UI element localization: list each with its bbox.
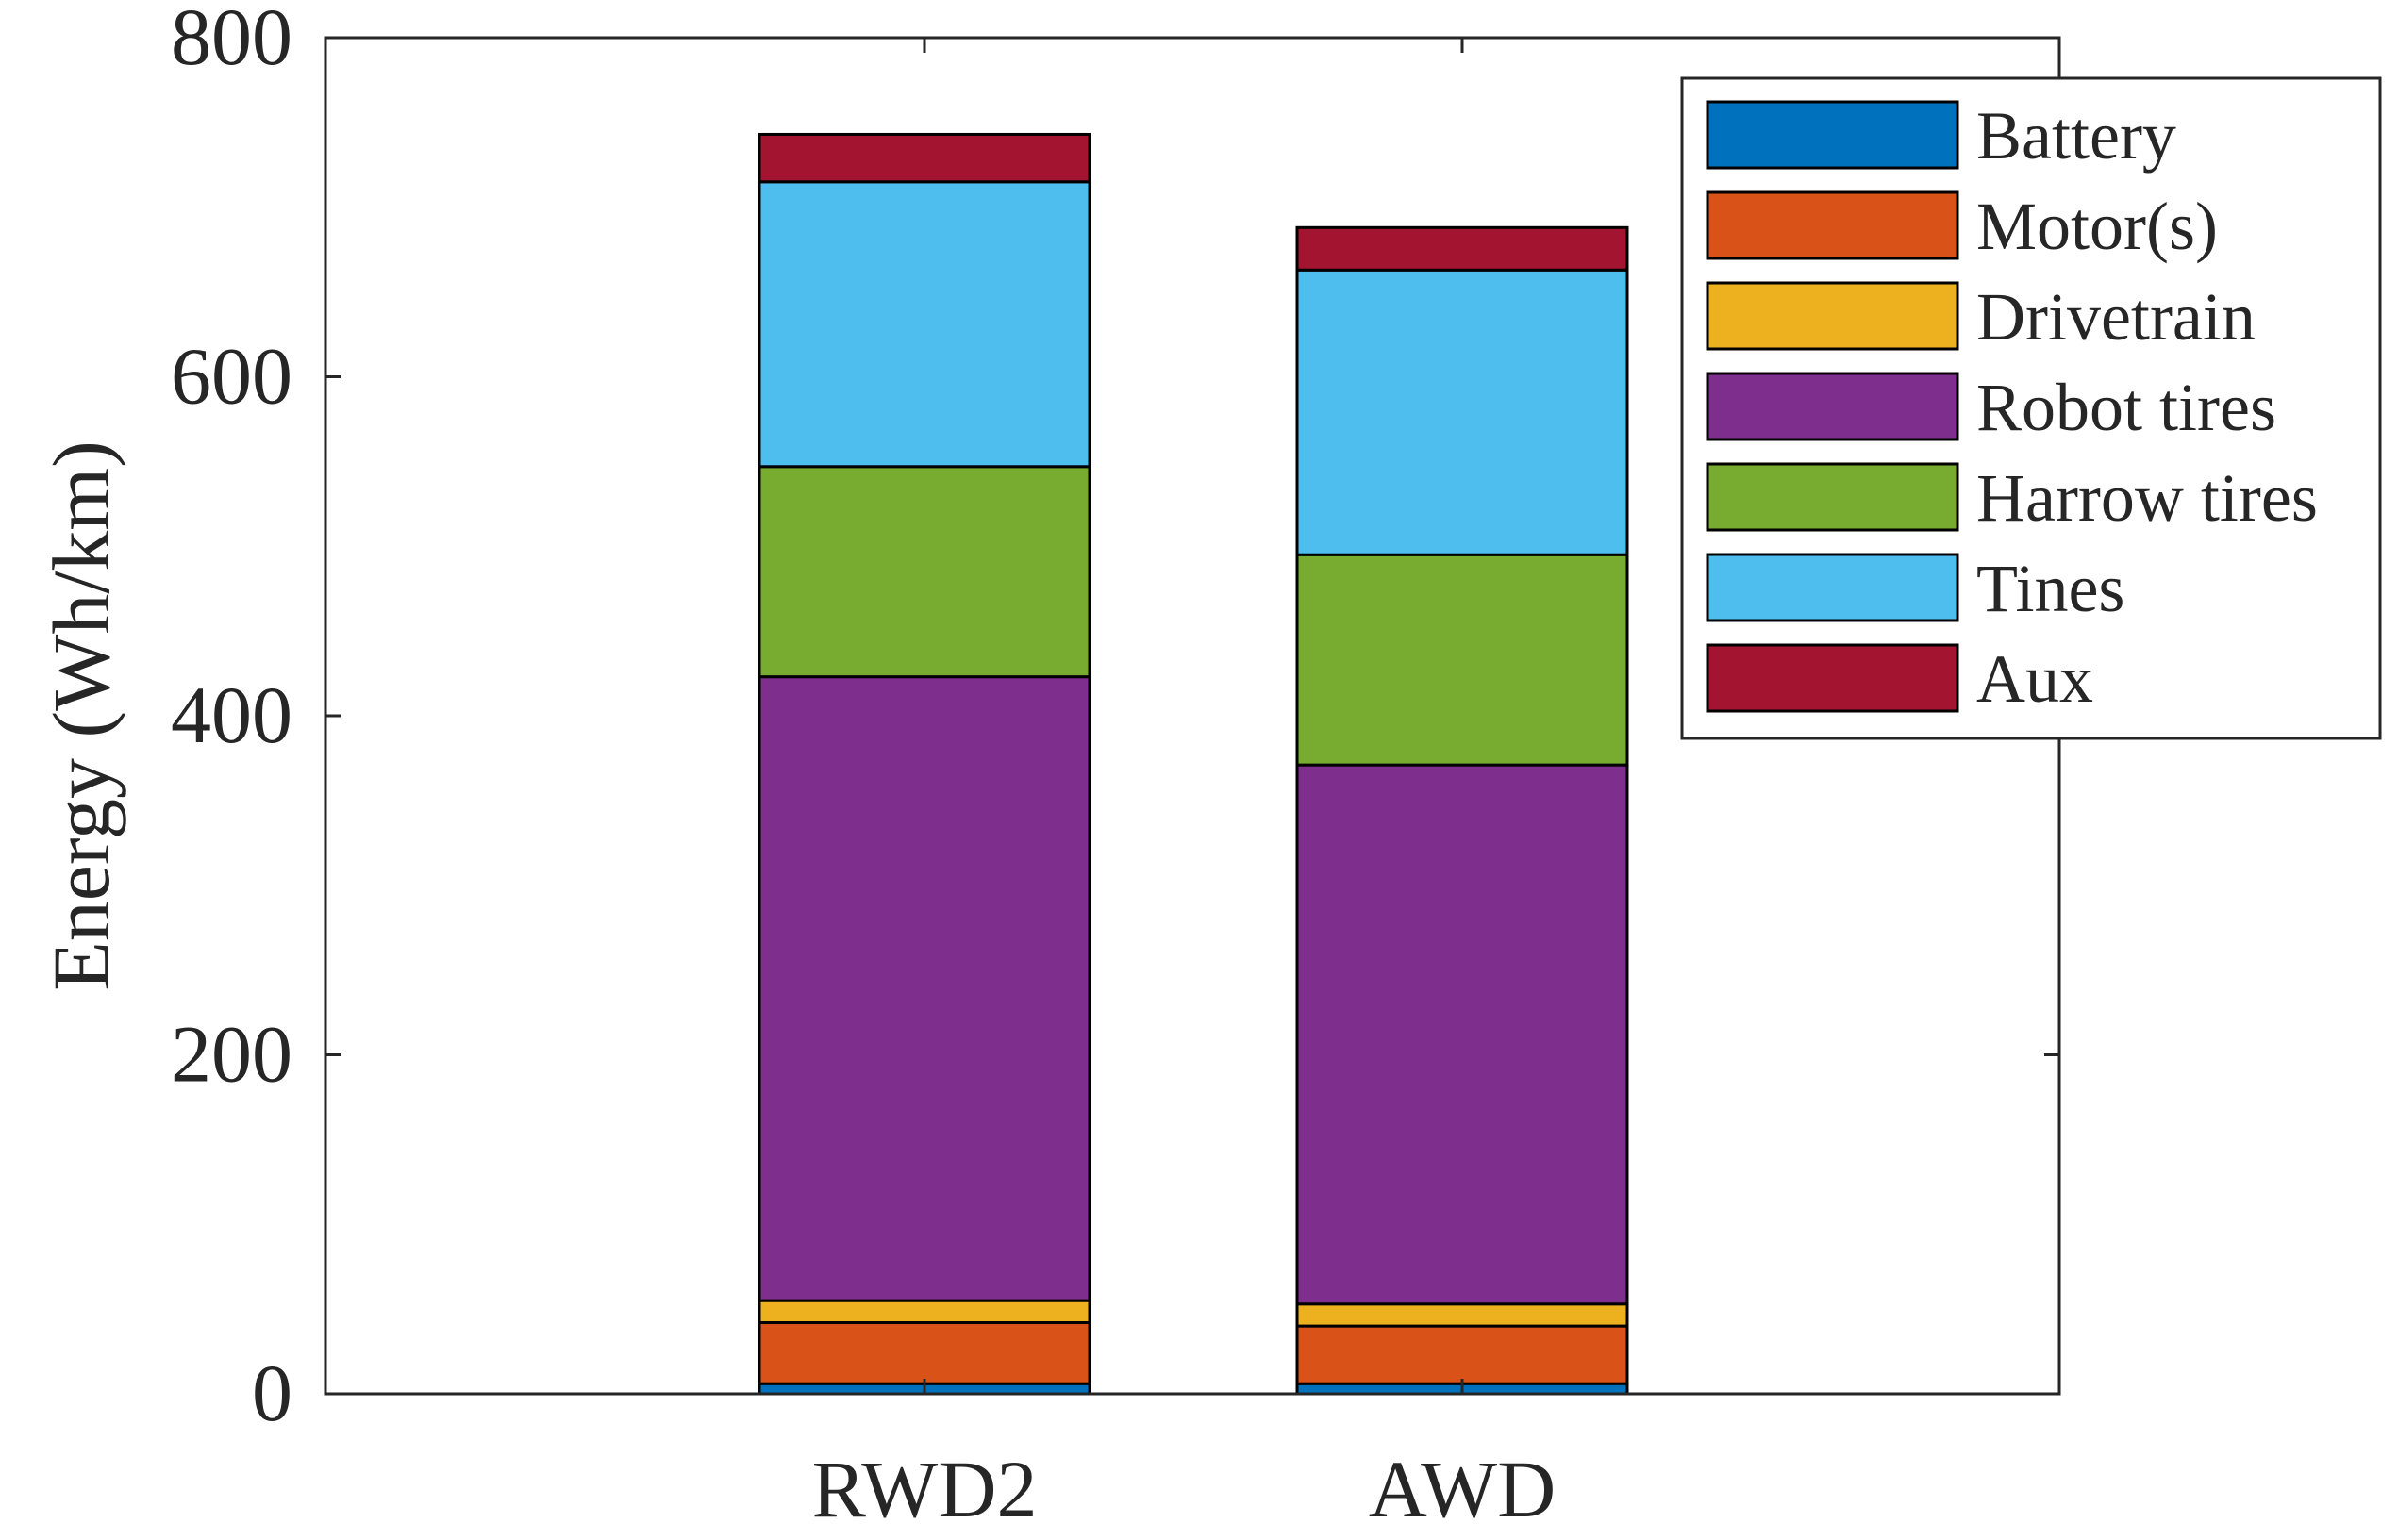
x-tick-label: RWD2 xyxy=(812,1444,1038,1534)
legend-swatch xyxy=(1706,553,1959,622)
legend-swatch xyxy=(1706,462,1959,532)
legend-label: Motor(s) xyxy=(1976,189,2218,264)
legend-swatch xyxy=(1706,643,1959,713)
legend-swatch xyxy=(1706,190,1959,260)
legend-label: Drivetrain xyxy=(1976,279,2256,355)
legend: Battery Motor(s) Drivetrain Robot tires Harr… xyxy=(1680,76,2382,740)
bar-segment-awd-harrow-tires xyxy=(1295,553,1629,767)
bar-segment-awd-aux xyxy=(1295,225,1629,272)
legend-swatch xyxy=(1706,372,1959,441)
legend-swatch xyxy=(1706,281,1959,351)
bar-segment-rwd2-aux xyxy=(758,132,1091,184)
bar-segment-rwd2-robot-tires xyxy=(758,675,1091,1302)
bars-layer xyxy=(758,132,1629,1396)
legend-label: Robot tires xyxy=(1976,370,2276,445)
y-tick-label: 600 xyxy=(171,331,292,422)
bar-segment-rwd2-drivetrain xyxy=(758,1299,1091,1325)
bar-segment-awd-drivetrain xyxy=(1295,1302,1629,1328)
legend-label: Aux xyxy=(1976,641,2093,717)
bar-segment-awd-motor-s xyxy=(1295,1324,1629,1385)
x-tick-label: AWD xyxy=(1369,1444,1557,1534)
bar-segment-rwd2-harrow-tires xyxy=(758,465,1091,679)
bar-segment-rwd2-tines xyxy=(758,180,1091,469)
y-tick-label: 200 xyxy=(171,1009,292,1100)
bar-segment-rwd2-motor-s xyxy=(758,1321,1091,1385)
legend-label: Battery xyxy=(1976,98,2176,174)
y-tick-label: 0 xyxy=(252,1348,292,1438)
bar-segment-awd-tines xyxy=(1295,268,1629,556)
y-tick-label: 800 xyxy=(171,0,292,82)
legend-label: Harrow tires xyxy=(1976,460,2318,536)
axis-ticks: 0 200 400 600 800 RWD2 AWD xyxy=(171,0,2059,1534)
legend-swatch xyxy=(1706,100,1959,170)
bar-segment-awd-robot-tires xyxy=(1295,763,1629,1306)
y-axis-title: Energy (Wh/km) xyxy=(36,440,126,991)
y-tick-label: 400 xyxy=(171,670,292,760)
legend-label: Tines xyxy=(1976,551,2124,626)
